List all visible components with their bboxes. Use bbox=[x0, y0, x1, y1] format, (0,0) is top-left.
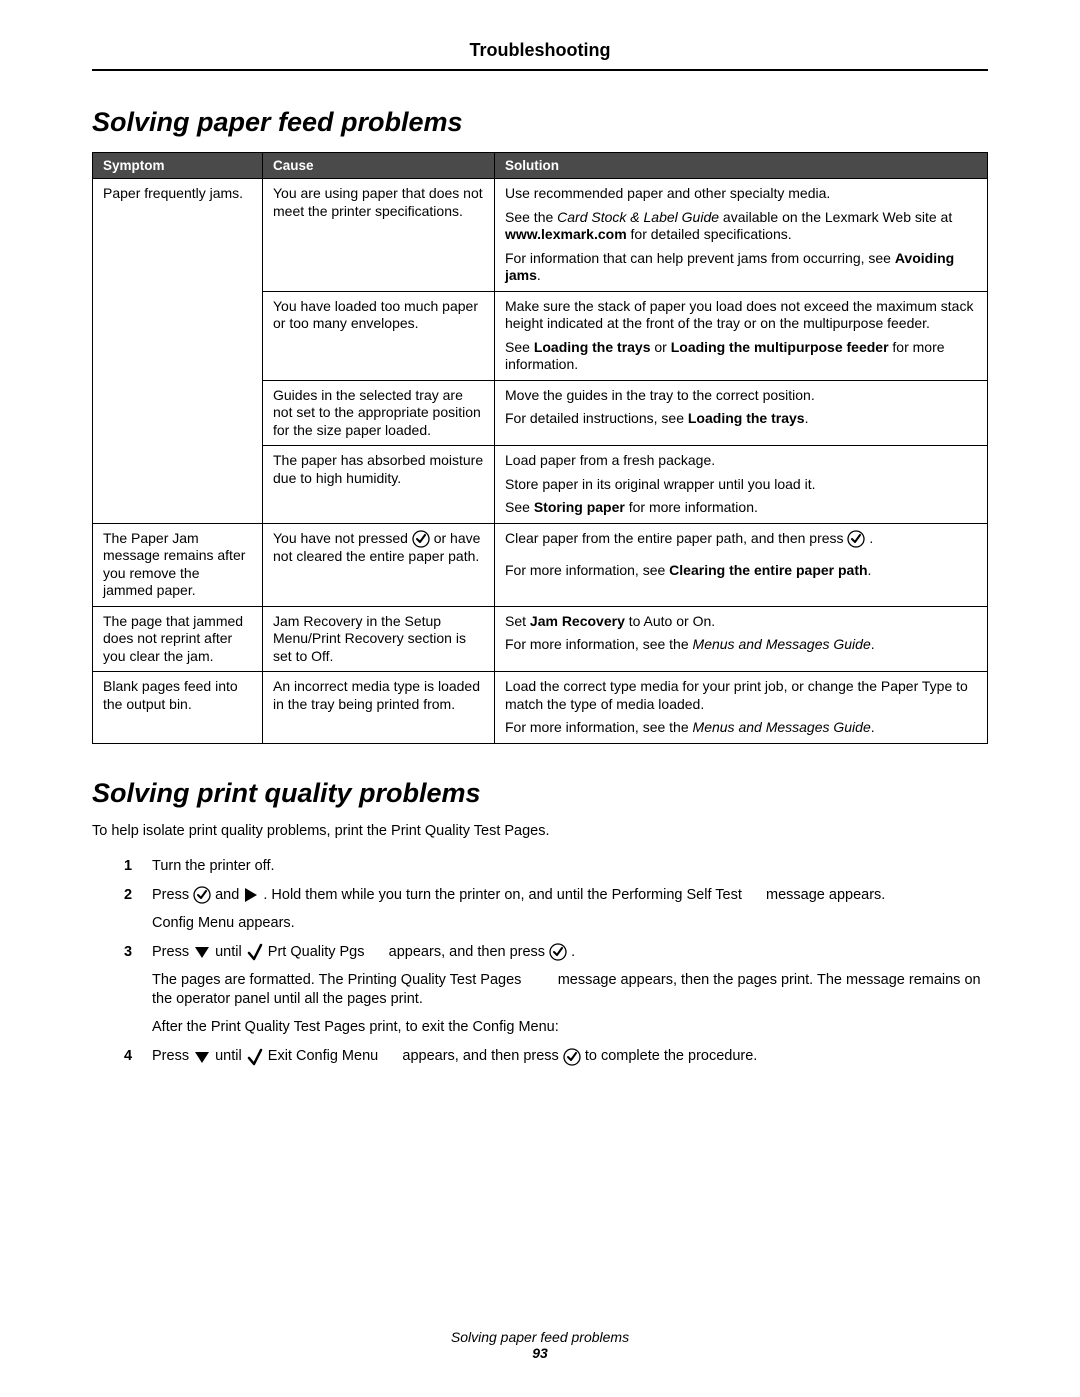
cause-cell: You are using paper that does not meet t… bbox=[263, 179, 495, 292]
symptom-cell: Paper frequently jams. bbox=[93, 179, 263, 524]
sol-p: Store paper in its original wrapper unti… bbox=[505, 476, 977, 494]
page-number: 93 bbox=[0, 1345, 1080, 1361]
check-icon bbox=[246, 1048, 264, 1066]
sol-p: Load the correct type media for your pri… bbox=[505, 678, 977, 713]
solution-cell: Use recommended paper and other specialt… bbox=[495, 179, 988, 292]
step-item: 3 Press until Prt Quality Pgs appears, a… bbox=[124, 943, 988, 1037]
check-circle-icon bbox=[549, 943, 567, 961]
cause-cell: You have not pressed or have not cleared… bbox=[263, 523, 495, 606]
symptom-cell: Blank pages feed into the output bin. bbox=[93, 672, 263, 744]
cause-cell: Jam Recovery in the Setup Menu/Print Rec… bbox=[263, 606, 495, 672]
check-circle-icon bbox=[193, 886, 211, 904]
cause-cell: The paper has absorbed moisture due to h… bbox=[263, 446, 495, 524]
down-arrow-icon bbox=[193, 943, 211, 961]
footer-title: Solving paper feed problems bbox=[0, 1329, 1080, 1345]
step-item: 1 Turn the printer off. bbox=[124, 857, 988, 877]
check-circle-icon bbox=[847, 530, 865, 548]
right-arrow-icon bbox=[243, 886, 259, 904]
table-row: The page that jammed does not reprint af… bbox=[93, 606, 988, 672]
sol-p: See Loading the trays or Loading the mul… bbox=[505, 339, 977, 374]
solution-cell: Clear paper from the entire paper path, … bbox=[495, 523, 988, 606]
sol-p: For more information, see the Menus and … bbox=[505, 719, 977, 737]
section1-title: Solving paper feed problems bbox=[92, 107, 988, 138]
sol-p: Load paper from a fresh package. bbox=[505, 452, 977, 470]
step-num: 4 bbox=[124, 1047, 132, 1067]
page-footer: Solving paper feed problems 93 bbox=[0, 1329, 1080, 1361]
step-sub: After the Print Quality Test Pages print… bbox=[152, 1018, 988, 1038]
step-item: 2 Press and . Hold them while you turn t… bbox=[124, 886, 988, 933]
table-row: The Paper Jam message remains after you … bbox=[93, 523, 988, 606]
table-row: Paper frequently jams. You are using pap… bbox=[93, 179, 988, 292]
check-icon bbox=[246, 943, 264, 961]
section2-intro: To help isolate print quality problems, … bbox=[92, 823, 988, 839]
sol-p: See the Card Stock & Label Guide availab… bbox=[505, 209, 977, 244]
page-header: Troubleshooting bbox=[92, 40, 988, 61]
header-title: Troubleshooting bbox=[470, 40, 611, 60]
sol-p: For detailed instructions, see Loading t… bbox=[505, 410, 977, 428]
th-solution: Solution bbox=[495, 153, 988, 179]
step-num: 2 bbox=[124, 886, 132, 906]
paper-feed-table: Symptom Cause Solution Paper frequently … bbox=[92, 152, 988, 744]
sol-p: Use recommended paper and other specialt… bbox=[505, 185, 977, 203]
cause-cell: Guides in the selected tray are not set … bbox=[263, 380, 495, 446]
sol-p: Move the guides in the tray to the corre… bbox=[505, 387, 977, 405]
th-cause: Cause bbox=[263, 153, 495, 179]
step-item: 4 Press until Exit Config Menu appears, … bbox=[124, 1047, 988, 1067]
check-circle-icon bbox=[563, 1048, 581, 1066]
sol-p: Set Jam Recovery to Auto or On. bbox=[505, 613, 977, 631]
sol-p: See Storing paper for more information. bbox=[505, 499, 977, 517]
sol-p: Make sure the stack of paper you load do… bbox=[505, 298, 977, 333]
cause-cell: You have loaded too much paper or too ma… bbox=[263, 291, 495, 380]
check-circle-icon bbox=[412, 530, 430, 548]
symptom-cell: The Paper Jam message remains after you … bbox=[93, 523, 263, 606]
step-sub: Config Menu appears. bbox=[152, 914, 988, 934]
section2: Solving print quality problems To help i… bbox=[92, 778, 988, 1068]
sol-p: For information that can help prevent ja… bbox=[505, 250, 977, 285]
sol-p: Clear paper from the entire paper path, … bbox=[505, 530, 977, 548]
step-sub: The pages are formatted. The Printing Qu… bbox=[152, 971, 988, 1010]
section2-title: Solving print quality problems bbox=[92, 778, 988, 809]
th-symptom: Symptom bbox=[93, 153, 263, 179]
solution-cell: Set Jam Recovery to Auto or On. For more… bbox=[495, 606, 988, 672]
solution-cell: Load the correct type media for your pri… bbox=[495, 672, 988, 744]
sol-p: For more information, see Clearing the e… bbox=[505, 562, 977, 580]
solution-cell: Load paper from a fresh package. Store p… bbox=[495, 446, 988, 524]
table-row: Blank pages feed into the output bin. An… bbox=[93, 672, 988, 744]
sol-p: For more information, see the Menus and … bbox=[505, 636, 977, 654]
step-text: Turn the printer off. bbox=[152, 858, 275, 874]
header-rule bbox=[92, 69, 988, 71]
symptom-cell: The page that jammed does not reprint af… bbox=[93, 606, 263, 672]
solution-cell: Move the guides in the tray to the corre… bbox=[495, 380, 988, 446]
cause-cell: An incorrect media type is loaded in the… bbox=[263, 672, 495, 744]
solution-cell: Make sure the stack of paper you load do… bbox=[495, 291, 988, 380]
step-num: 1 bbox=[124, 857, 132, 877]
down-arrow-icon bbox=[193, 1048, 211, 1066]
steps-list: 1 Turn the printer off. 2 Press and . Ho… bbox=[92, 857, 988, 1068]
step-num: 3 bbox=[124, 943, 132, 963]
